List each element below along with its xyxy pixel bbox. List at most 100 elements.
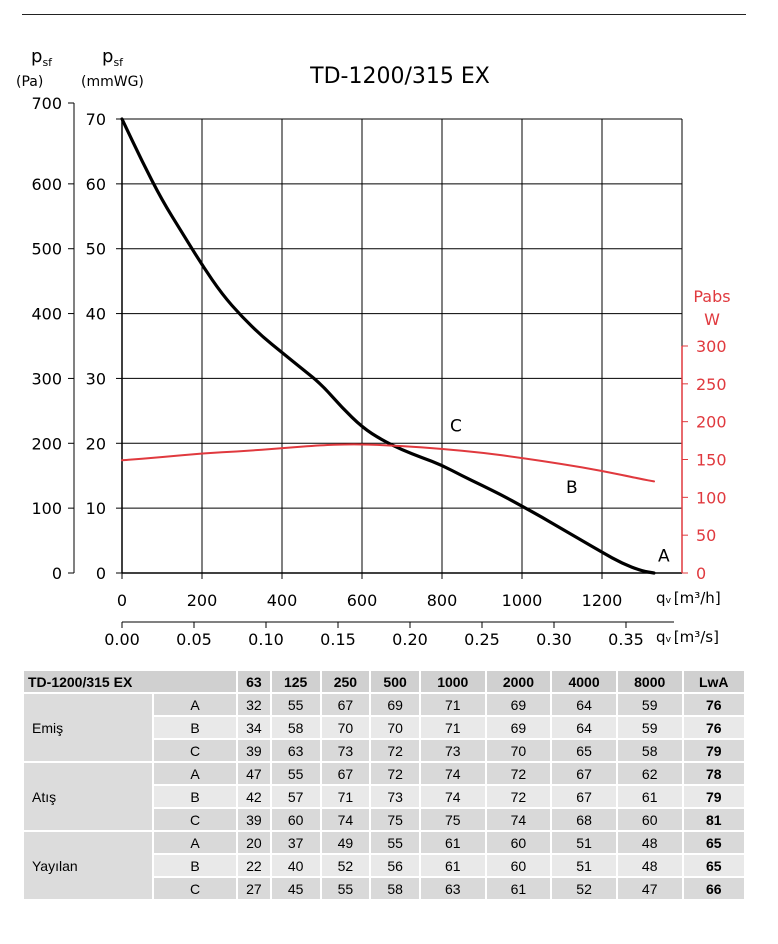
m3s-tick-label: 0.10: [248, 630, 284, 649]
mmwg-tick-label: 60: [86, 175, 106, 194]
mmwg-tick-label: 50: [86, 240, 106, 259]
band-value: 34: [238, 717, 270, 738]
pa-tick-label: 200: [31, 434, 62, 453]
table-row: Emiş A 32 55 67 69 71 69 64 59 76: [24, 694, 744, 761]
power-curve: [121, 443, 655, 483]
power-tick-label: 150: [696, 451, 727, 470]
band-header: 4000: [552, 671, 616, 692]
band-value: 51: [552, 855, 616, 876]
band-value: 20: [238, 832, 270, 853]
band-value: 62: [617, 763, 682, 784]
band-value: 61: [420, 832, 485, 853]
band-value: 37: [271, 832, 320, 853]
band-value: 72: [371, 763, 419, 784]
m3h-tick-label: 200: [187, 591, 218, 610]
mmwg-unit-label: (mmWG): [81, 74, 144, 90]
m3s-tick-label: 0.30: [536, 630, 572, 649]
pa-tick-label: 500: [31, 240, 62, 259]
band-value: 55: [271, 763, 320, 784]
band-header: LwA: [683, 671, 744, 692]
psf-label: psf: [31, 46, 53, 69]
power-tick-label: 300: [696, 337, 727, 356]
band-value: 74: [420, 763, 485, 784]
band-header: 500: [371, 671, 419, 692]
pa-tick-label: 100: [31, 499, 62, 518]
y-axis-pa: 0 100 200 300 400 500 600 700: [31, 94, 75, 583]
band-value: 67: [552, 786, 616, 807]
mmwg-tick-label: 0: [96, 564, 106, 583]
band-value: 61: [617, 786, 682, 807]
band-value: 74: [420, 786, 485, 807]
band-value: 39: [238, 809, 270, 830]
band-value: 69: [371, 694, 419, 715]
band-header: 63: [238, 671, 270, 692]
lwa-value: 65: [683, 832, 744, 853]
band-value: 60: [486, 855, 551, 876]
table-row: C 39 63 73 72 73 70 65 58 79: [24, 740, 744, 761]
table-row: B 22 40 52 56 61 60 51 48 65: [24, 855, 744, 876]
m3h-tick-label: 1000: [502, 591, 543, 610]
lwa-value: 76: [683, 694, 744, 715]
band-value: 55: [321, 878, 370, 899]
band-value: 40: [271, 855, 320, 876]
group-label: Emiş: [24, 694, 152, 761]
pa-tick-label: 400: [31, 305, 62, 324]
m3s-tick-label: 0.15: [320, 630, 356, 649]
band-value: 69: [486, 717, 551, 738]
point-label: C: [154, 878, 236, 899]
x-axis-m3h: 0 200 400 600 800 1000 1200 qᵥ [m³/h]: [117, 573, 721, 610]
plot-grid: [122, 118, 683, 573]
band-value: 51: [552, 832, 616, 853]
band-value: 49: [321, 832, 370, 853]
band-value: 73: [420, 740, 485, 761]
band-value: 60: [617, 809, 682, 830]
band-value: 67: [552, 763, 616, 784]
m3h-tick-label: 1200: [582, 591, 623, 610]
band-value: 73: [371, 786, 419, 807]
band-header: 2000: [486, 671, 551, 692]
table-row: C 27 45 55 58 63 61 52 47 66: [24, 878, 744, 899]
band-value: 70: [321, 717, 370, 738]
power-axis-label: Pabs: [693, 287, 730, 306]
mmwg-tick-label: 40: [86, 305, 106, 324]
band-value: 32: [238, 694, 270, 715]
power-tick-label: 100: [696, 488, 727, 507]
band-value: 64: [552, 694, 616, 715]
band-value: 59: [617, 717, 682, 738]
axis-titles: psf psf (Pa) (mmWG): [16, 46, 144, 90]
lwa-value: 78: [683, 763, 744, 784]
m3h-tick-label: 400: [267, 591, 298, 610]
lwa-value: 81: [683, 809, 744, 830]
psf-label: psf: [102, 46, 124, 69]
sound-power-table: TD-1200/315 EX 63 125 250 500 1000 2000 4000 80…: [22, 669, 746, 901]
band-value: 59: [617, 694, 682, 715]
m3s-tick-label: 0.00: [104, 630, 140, 649]
band-value: 48: [617, 855, 682, 876]
m3s-axis-label: qᵥ [m³/s]: [656, 628, 719, 646]
band-value: 73: [321, 740, 370, 761]
band-value: 75: [420, 809, 485, 830]
band-header: 1000: [420, 671, 485, 692]
band-value: 22: [238, 855, 270, 876]
band-value: 72: [486, 763, 551, 784]
operating-point-label: A: [658, 546, 670, 566]
band-value: 70: [486, 740, 551, 761]
band-value: 68: [552, 809, 616, 830]
power-tick-label: 0: [696, 564, 706, 583]
band-value: 72: [486, 786, 551, 807]
band-value: 67: [321, 763, 370, 784]
band-value: 55: [371, 832, 419, 853]
band-value: 71: [321, 786, 370, 807]
band-value: 45: [271, 878, 320, 899]
table-row: B 42 57 71 73 74 72 67 61 79: [24, 786, 744, 807]
mmwg-tick-label: 30: [86, 369, 106, 388]
m3s-tick-label: 0.35: [608, 630, 644, 649]
mmwg-tick-label: 70: [86, 110, 106, 129]
band-value: 61: [420, 855, 485, 876]
band-value: 52: [552, 878, 616, 899]
band-value: 47: [617, 878, 682, 899]
band-value: 61: [486, 878, 551, 899]
mmwg-tick-label: 20: [86, 434, 106, 453]
band-value: 67: [321, 694, 370, 715]
